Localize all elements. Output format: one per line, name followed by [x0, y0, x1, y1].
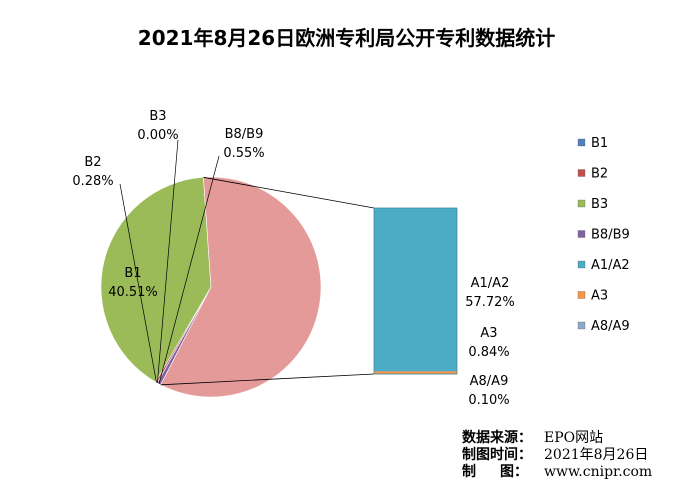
source-info: 数据来源： EPO网站 制图时间： 2021年8月26日 制 图： www.cn… — [462, 430, 652, 481]
data-label-a8-a9-line-2: 0.10% — [468, 393, 509, 408]
data-label-b8-b9-line-1: B8/B9 — [225, 127, 264, 142]
legend-swatch-a3 — [578, 292, 585, 299]
data-label-a1-a2-line-1: A1/A2 — [471, 276, 510, 291]
data-label-a3-line-2: 0.84% — [468, 345, 509, 360]
made-by-key: 制 图： — [462, 464, 528, 481]
legend-label-a3: A3 — [591, 289, 608, 304]
bar-of-pie-chart: B1 40.51% B2 0.28% B3 0.00% B8/B9 0.55% A1/A2 57.… — [0, 0, 693, 484]
made-time-row: 制图时间： 2021年8月26日 — [462, 447, 652, 464]
data-label-b2-line-1: B2 — [84, 155, 101, 170]
data-label-b1-line-1: B1 — [124, 266, 141, 281]
data-label-b3-line-1: B3 — [149, 109, 166, 124]
made-by-key-part-2: 图： — [500, 464, 528, 481]
stacked-bar — [374, 208, 457, 374]
data-source-key: 数据来源： — [462, 430, 544, 447]
legend-swatch-b2 — [578, 170, 585, 177]
legend-label-b3: B3 — [591, 197, 608, 212]
data-label-b8-b9-line-2: 0.55% — [223, 146, 264, 161]
legend-swatch-b1 — [578, 139, 585, 146]
data-source-value: EPO网站 — [544, 430, 603, 447]
bar-segment-a3 — [374, 371, 457, 373]
data-label-b2-line-2: 0.28% — [72, 174, 113, 189]
made-time-value: 2021年8月26日 — [544, 447, 648, 464]
data-label-b1-line-2: 40.51% — [108, 285, 158, 300]
data-label-b8-b9: B8/B9 0.55% — [223, 127, 264, 161]
legend-label-b8-b9: B8/B9 — [591, 228, 630, 243]
data-label-a1-a2-line-2: 57.72% — [465, 295, 515, 310]
legend-label-b1: B1 — [591, 136, 608, 151]
legend-label-a1-a2: A1/A2 — [591, 258, 630, 273]
made-time-key: 制图时间： — [462, 447, 544, 464]
data-label-b2: B2 0.28% — [72, 155, 113, 189]
legend-swatch-a1-a2 — [578, 261, 585, 268]
data-label-a3: A3 0.84% — [468, 326, 509, 360]
made-by-value: www.cnipr.com — [544, 464, 652, 481]
legend: B1 B2 B3 B8/B9 A1/A2 A3 A8/A9 — [578, 136, 630, 334]
data-label-a8-a9-line-1: A8/A9 — [470, 374, 509, 389]
data-label-a1-a2: A1/A2 57.72% — [465, 276, 515, 310]
data-label-a3-line-1: A3 — [480, 326, 497, 341]
bar-segment-a1-a2 — [374, 208, 457, 371]
legend-label-b2: B2 — [591, 167, 608, 182]
legend-swatch-b8-b9 — [578, 231, 585, 238]
data-source-row: 数据来源： EPO网站 — [462, 430, 652, 447]
legend-swatch-b3 — [578, 200, 585, 207]
data-label-a8-a9: A8/A9 0.10% — [468, 374, 509, 408]
data-label-b3-line-2: 0.00% — [137, 128, 178, 143]
legend-swatch-a8-a9 — [578, 322, 585, 329]
made-by-key-part-1: 制 — [462, 464, 476, 481]
made-by-row: 制 图： www.cnipr.com — [462, 464, 652, 481]
legend-label-a8-a9: A8/A9 — [591, 319, 630, 334]
data-label-b3: B3 0.00% — [137, 109, 178, 143]
